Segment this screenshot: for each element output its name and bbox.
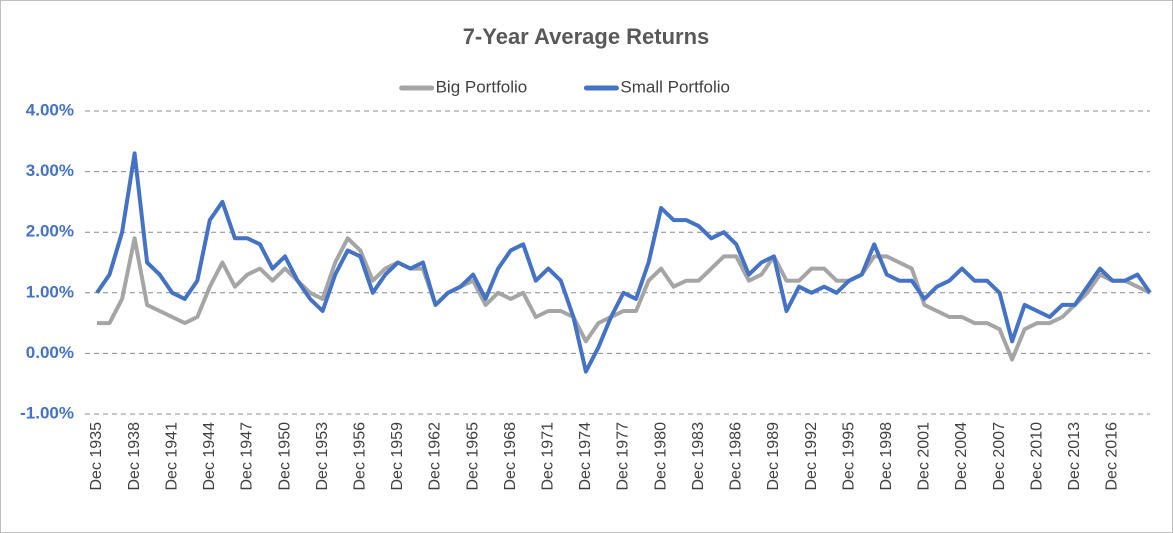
y-tick-label: -1.00% [20,403,74,422]
y-tick-label: 2.00% [26,222,74,241]
y-tick-label: 3.00% [26,161,74,180]
x-tick-label: Dec 1971 [540,422,557,491]
y-tick-label: 0.00% [26,343,74,362]
chart-title: 7-Year Average Returns [463,24,710,49]
x-tick-label: Dec 2010 [1028,422,1045,491]
x-tick-label: Dec 1935 [88,422,105,491]
x-tick-label: Dec 1965 [464,422,481,491]
x-tick-label: Dec 1974 [577,422,594,491]
legend-label: Small Portfolio [620,77,730,96]
x-tick-label: Dec 1959 [389,422,406,491]
x-tick-label: Dec 1989 [765,422,782,491]
y-tick-label: 1.00% [26,282,74,301]
x-tick-label: Dec 1950 [276,422,293,491]
x-tick-label: Dec 1995 [840,422,857,491]
y-tick-label: 4.00% [26,100,74,119]
legend-label: Big Portfolio [436,77,528,96]
x-tick-label: Dec 1962 [427,422,444,491]
x-tick-label: Dec 1977 [615,422,632,491]
x-tick-label: Dec 1983 [690,422,707,491]
x-tick-label: Dec 2001 [916,422,933,491]
x-tick-label: Dec 1968 [502,422,519,491]
x-tick-label: Dec 2007 [991,422,1008,491]
x-tick-label: Dec 1980 [652,422,669,491]
x-tick-label: Dec 2004 [953,422,970,491]
x-tick-label: Dec 1953 [314,422,331,491]
x-tick-label: Dec 1998 [878,422,895,491]
x-tick-label: Dec 2016 [1104,422,1121,491]
x-tick-label: Dec 1941 [163,422,180,491]
x-tick-label: Dec 1944 [201,422,218,491]
x-tick-label: Dec 1956 [351,422,368,491]
x-tick-label: Dec 1947 [239,422,256,491]
x-tick-label: Dec 1992 [803,422,820,491]
x-tick-label: Dec 1938 [126,422,143,491]
x-tick-label: Dec 1986 [728,422,745,491]
x-tick-label: Dec 2013 [1066,422,1083,491]
series-line [97,236,1151,362]
series-line [95,151,1152,374]
